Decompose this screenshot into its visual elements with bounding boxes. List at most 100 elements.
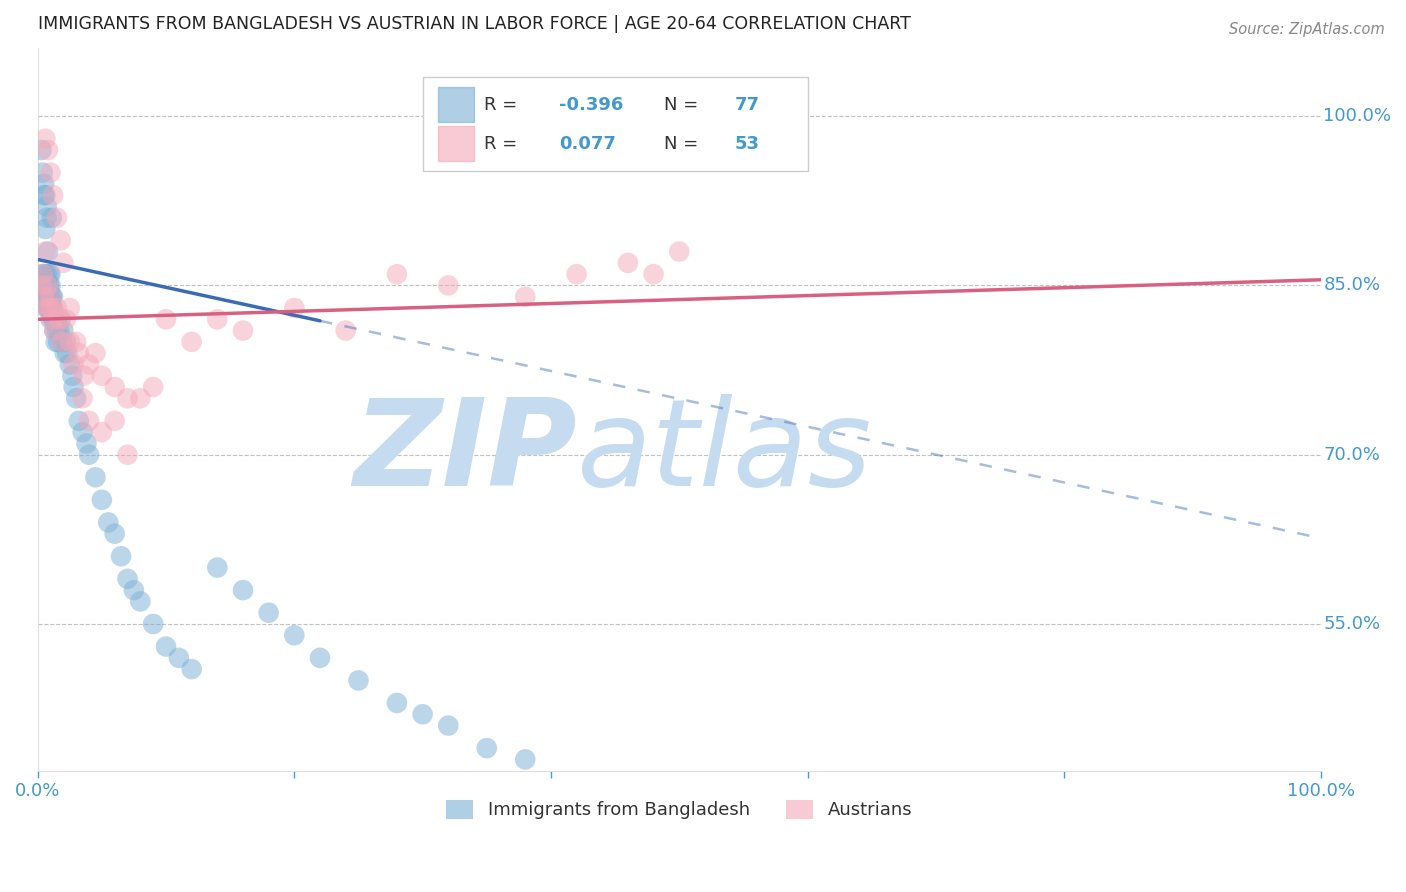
Point <box>48 312 70 326</box>
FancyBboxPatch shape <box>439 127 474 161</box>
Point <box>52 256 75 270</box>
Point <box>38 290 60 304</box>
Point <box>65 334 87 349</box>
Point <box>41 301 63 315</box>
Point <box>90 425 112 439</box>
Point <box>142 380 165 394</box>
Point <box>42 301 65 315</box>
Point <box>31 278 53 293</box>
Point <box>77 358 100 372</box>
Point <box>41 290 63 304</box>
Point <box>155 312 177 326</box>
Point <box>34 244 56 259</box>
Point <box>73 368 96 383</box>
Point <box>90 368 112 383</box>
Point <box>565 267 588 281</box>
Point <box>122 583 145 598</box>
Text: 53: 53 <box>734 135 759 153</box>
Point <box>45 312 67 326</box>
Point <box>59 358 82 372</box>
Point <box>104 414 127 428</box>
FancyBboxPatch shape <box>423 78 807 171</box>
Point <box>167 650 190 665</box>
Point <box>35 301 58 315</box>
Point <box>45 211 67 225</box>
Point <box>180 662 202 676</box>
Point <box>49 312 72 326</box>
Point <box>437 278 460 293</box>
Point <box>35 199 58 213</box>
Point <box>207 312 229 326</box>
Text: R =: R = <box>484 95 523 114</box>
Text: Source: ZipAtlas.com: Source: ZipAtlas.com <box>1229 22 1385 37</box>
Point <box>59 301 82 315</box>
Point <box>44 324 66 338</box>
Text: 0.077: 0.077 <box>558 135 616 153</box>
Text: IMMIGRANTS FROM BANGLADESH VS AUSTRIAN IN LABOR FORCE | AGE 20-64 CORRELATION CH: IMMIGRANTS FROM BANGLADESH VS AUSTRIAN I… <box>38 15 911 33</box>
Legend: Immigrants from Bangladesh, Austrians: Immigrants from Bangladesh, Austrians <box>439 793 920 827</box>
Point <box>45 324 67 338</box>
Point <box>75 436 97 450</box>
Point <box>32 188 55 202</box>
Point <box>104 526 127 541</box>
Point <box>104 380 127 394</box>
Point <box>37 278 59 293</box>
Point <box>46 334 69 349</box>
Point <box>515 752 537 766</box>
Point <box>56 346 79 360</box>
Point <box>97 516 120 530</box>
Text: atlas: atlas <box>576 394 872 511</box>
Point <box>34 132 56 146</box>
Point <box>335 324 357 338</box>
Point <box>34 188 56 202</box>
Point <box>41 301 63 315</box>
Point <box>42 312 65 326</box>
Point <box>42 188 65 202</box>
Point <box>55 334 77 349</box>
Point <box>59 334 82 349</box>
Point <box>347 673 370 688</box>
Point <box>283 301 305 315</box>
Point <box>129 392 152 406</box>
Point <box>45 334 67 349</box>
Point <box>84 346 107 360</box>
Point <box>110 549 132 564</box>
Point <box>39 290 62 304</box>
Point <box>77 414 100 428</box>
Point <box>39 267 62 281</box>
Point <box>475 741 498 756</box>
Point <box>41 211 63 225</box>
Text: 77: 77 <box>734 95 759 114</box>
Point <box>617 256 640 270</box>
Point <box>31 165 53 179</box>
Point <box>180 334 202 349</box>
Point <box>90 492 112 507</box>
Point <box>53 346 76 360</box>
Text: N =: N = <box>664 95 704 114</box>
Point <box>31 267 53 281</box>
Point <box>129 594 152 608</box>
Text: ZIP: ZIP <box>353 394 576 511</box>
Text: R =: R = <box>484 135 523 153</box>
Point <box>412 707 434 722</box>
Point <box>283 628 305 642</box>
Point <box>37 143 59 157</box>
Point <box>38 301 60 315</box>
Point <box>38 278 60 293</box>
Point <box>31 290 53 304</box>
Point <box>232 324 254 338</box>
Point <box>38 267 60 281</box>
Point <box>155 640 177 654</box>
Point <box>207 560 229 574</box>
Text: 55.0%: 55.0% <box>1323 615 1381 633</box>
Point <box>44 324 66 338</box>
Point <box>42 290 65 304</box>
Point <box>39 312 62 326</box>
Point <box>55 312 77 326</box>
Point <box>49 233 72 247</box>
Point <box>39 290 62 304</box>
Point <box>42 312 65 326</box>
Point <box>32 177 55 191</box>
Point <box>668 244 690 259</box>
Point <box>44 312 66 326</box>
